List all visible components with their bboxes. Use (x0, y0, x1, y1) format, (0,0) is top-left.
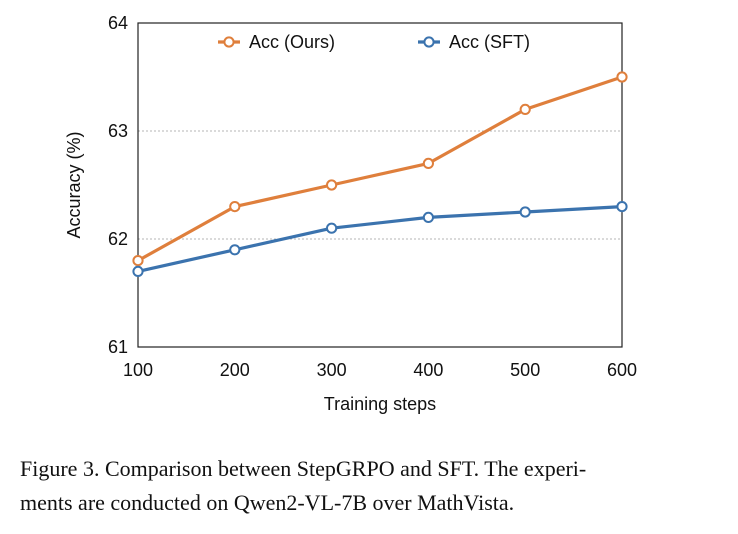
series-group (132, 71, 628, 277)
legend-label-acc-ours: Acc (Ours) (249, 32, 335, 52)
y-tick-label: 64 (108, 13, 128, 33)
legend-marker-acc-ours (223, 36, 235, 48)
figure-caption: Figure 3. Comparison between StepGRPO an… (20, 452, 720, 520)
x-tick-label: 200 (220, 360, 250, 380)
y-tick-labels: 61 62 63 64 (108, 13, 128, 357)
y-axis-title: Accuracy (%) (64, 131, 84, 238)
x-tick-label: 300 (317, 360, 347, 380)
x-tick-labels: 100 200 300 400 500 600 (123, 360, 637, 380)
data-point-acc-sft (616, 201, 628, 213)
legend: Acc (Ours) Acc (SFT) (218, 32, 530, 52)
data-point-acc-sft (422, 211, 434, 223)
legend-label-acc-sft: Acc (SFT) (449, 32, 530, 52)
y-tick-label: 63 (108, 121, 128, 141)
gridlines (138, 130, 622, 240)
y-tick-label: 62 (108, 229, 128, 249)
y-tick-label: 61 (108, 337, 128, 357)
legend-marker-acc-sft (423, 36, 435, 48)
x-tick-label: 400 (413, 360, 443, 380)
data-point-acc-sft (519, 206, 531, 218)
series-line-acc-sft (136, 205, 624, 273)
data-point-acc-sft (132, 265, 144, 277)
x-tick-label: 100 (123, 360, 153, 380)
data-point-acc-ours (422, 157, 434, 169)
caption-line-2: ments are conducted on Qwen2-VL-7B over … (20, 490, 515, 515)
x-tick-label: 600 (607, 360, 637, 380)
data-point-acc-ours (616, 71, 628, 83)
data-point-acc-sft (326, 222, 338, 234)
data-point-acc-sft (229, 244, 241, 256)
data-point-acc-ours (229, 201, 241, 213)
x-axis-title: Training steps (324, 394, 436, 414)
caption-line-1: Figure 3. Comparison between StepGRPO an… (20, 456, 587, 481)
x-tick-label: 500 (510, 360, 540, 380)
series-line-acc-ours (136, 75, 624, 263)
data-point-acc-ours (132, 255, 144, 267)
data-point-acc-ours (326, 179, 338, 191)
plot-area (138, 23, 622, 347)
data-point-acc-ours (519, 103, 531, 116)
plot-frame (137, 22, 623, 348)
